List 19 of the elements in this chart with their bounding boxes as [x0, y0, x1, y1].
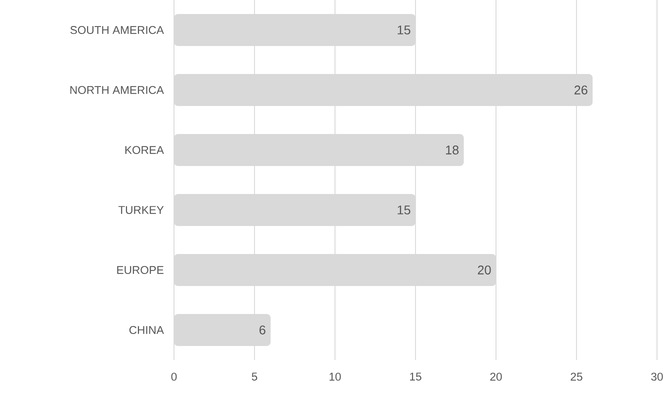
y-tick-label: EUROPE	[117, 266, 164, 274]
x-tick-label: 20	[490, 372, 502, 381]
x-tick-label: 30	[651, 372, 663, 381]
data-label: 18	[446, 146, 459, 154]
data-label: 20	[478, 266, 491, 274]
data-label: 15	[398, 206, 410, 214]
x-tick-label: 10	[330, 372, 341, 381]
y-tick-label: CHINA	[129, 326, 164, 334]
y-tick-label: KOREA	[125, 146, 164, 154]
y-tick-label: TURKEY	[118, 206, 164, 214]
x-tick-label: 0	[171, 372, 177, 381]
data-label: 15	[398, 26, 410, 34]
data-label: 26	[574, 86, 588, 94]
y-tick-label: SOUTH AMERICA	[70, 26, 164, 34]
data-label: 6	[260, 326, 266, 334]
x-tick-label: 5	[252, 372, 258, 381]
y-tick-label: NORTH AMERICA	[70, 86, 164, 94]
x-tick-label: 25	[570, 372, 582, 381]
x-tick-label: 15	[410, 372, 422, 381]
